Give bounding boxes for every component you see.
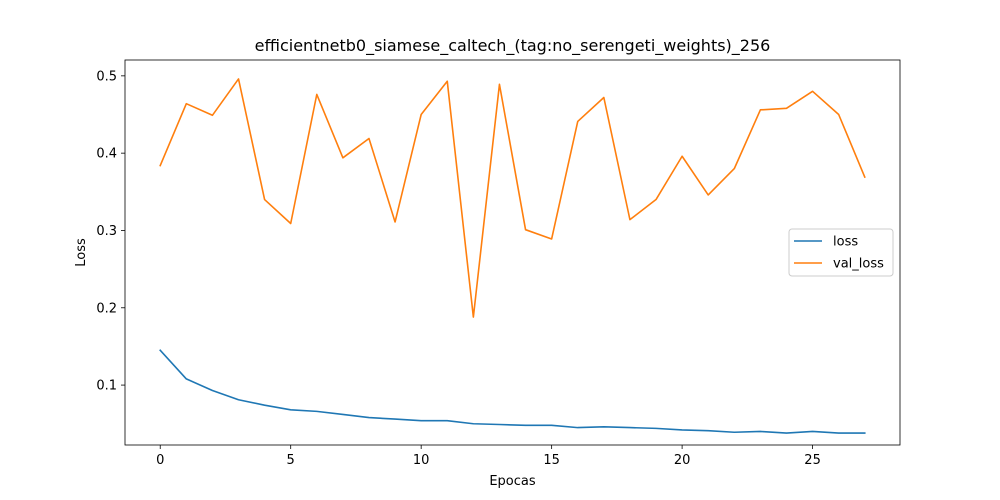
y-axis-label: Loss — [74, 238, 89, 267]
series-layer — [159, 78, 866, 434]
x-tick-label: 15 — [543, 453, 560, 468]
x-tick-label: 5 — [287, 453, 295, 468]
series-line-val-loss — [159, 78, 866, 318]
y-tick-label: 0.2 — [96, 301, 117, 316]
chart-title: efficientnetb0_siamese_caltech_(tag:no_s… — [255, 36, 771, 56]
y-tick-label: 0.3 — [96, 224, 117, 239]
legend: loss val_loss — [788, 228, 894, 277]
plot-frame — [124, 59, 901, 446]
x-tick-label: 0 — [156, 453, 164, 468]
y-axis: 0.1 0.2 0.3 0.4 0.5 — [96, 69, 125, 394]
y-tick-label: 0.1 — [96, 379, 117, 394]
x-tick-label: 25 — [804, 453, 821, 468]
plot-area — [125, 60, 900, 445]
series-line-loss — [159, 349, 866, 434]
y-tick-label: 0.5 — [96, 69, 117, 84]
legend-label-val-loss: val_loss — [833, 257, 884, 272]
y-tick-label: 0.4 — [96, 147, 117, 162]
x-tick-label: 10 — [413, 453, 430, 468]
x-tick-label: 20 — [674, 453, 691, 468]
x-axis-label: Epocas — [489, 474, 536, 489]
legend-label-loss: loss — [833, 235, 858, 250]
x-axis: 0 5 10 15 20 25 — [156, 445, 821, 468]
